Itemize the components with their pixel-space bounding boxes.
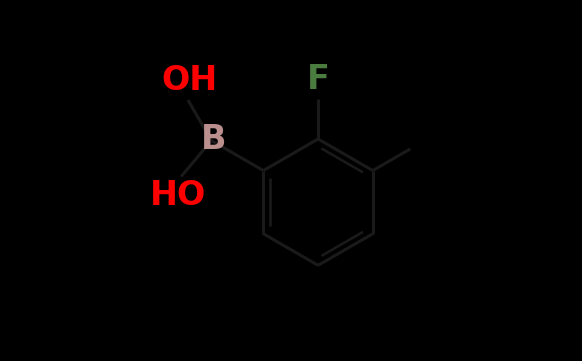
Text: B: B xyxy=(200,123,226,156)
Text: F: F xyxy=(307,64,329,96)
Text: OH: OH xyxy=(161,64,218,97)
Text: HO: HO xyxy=(150,179,206,212)
